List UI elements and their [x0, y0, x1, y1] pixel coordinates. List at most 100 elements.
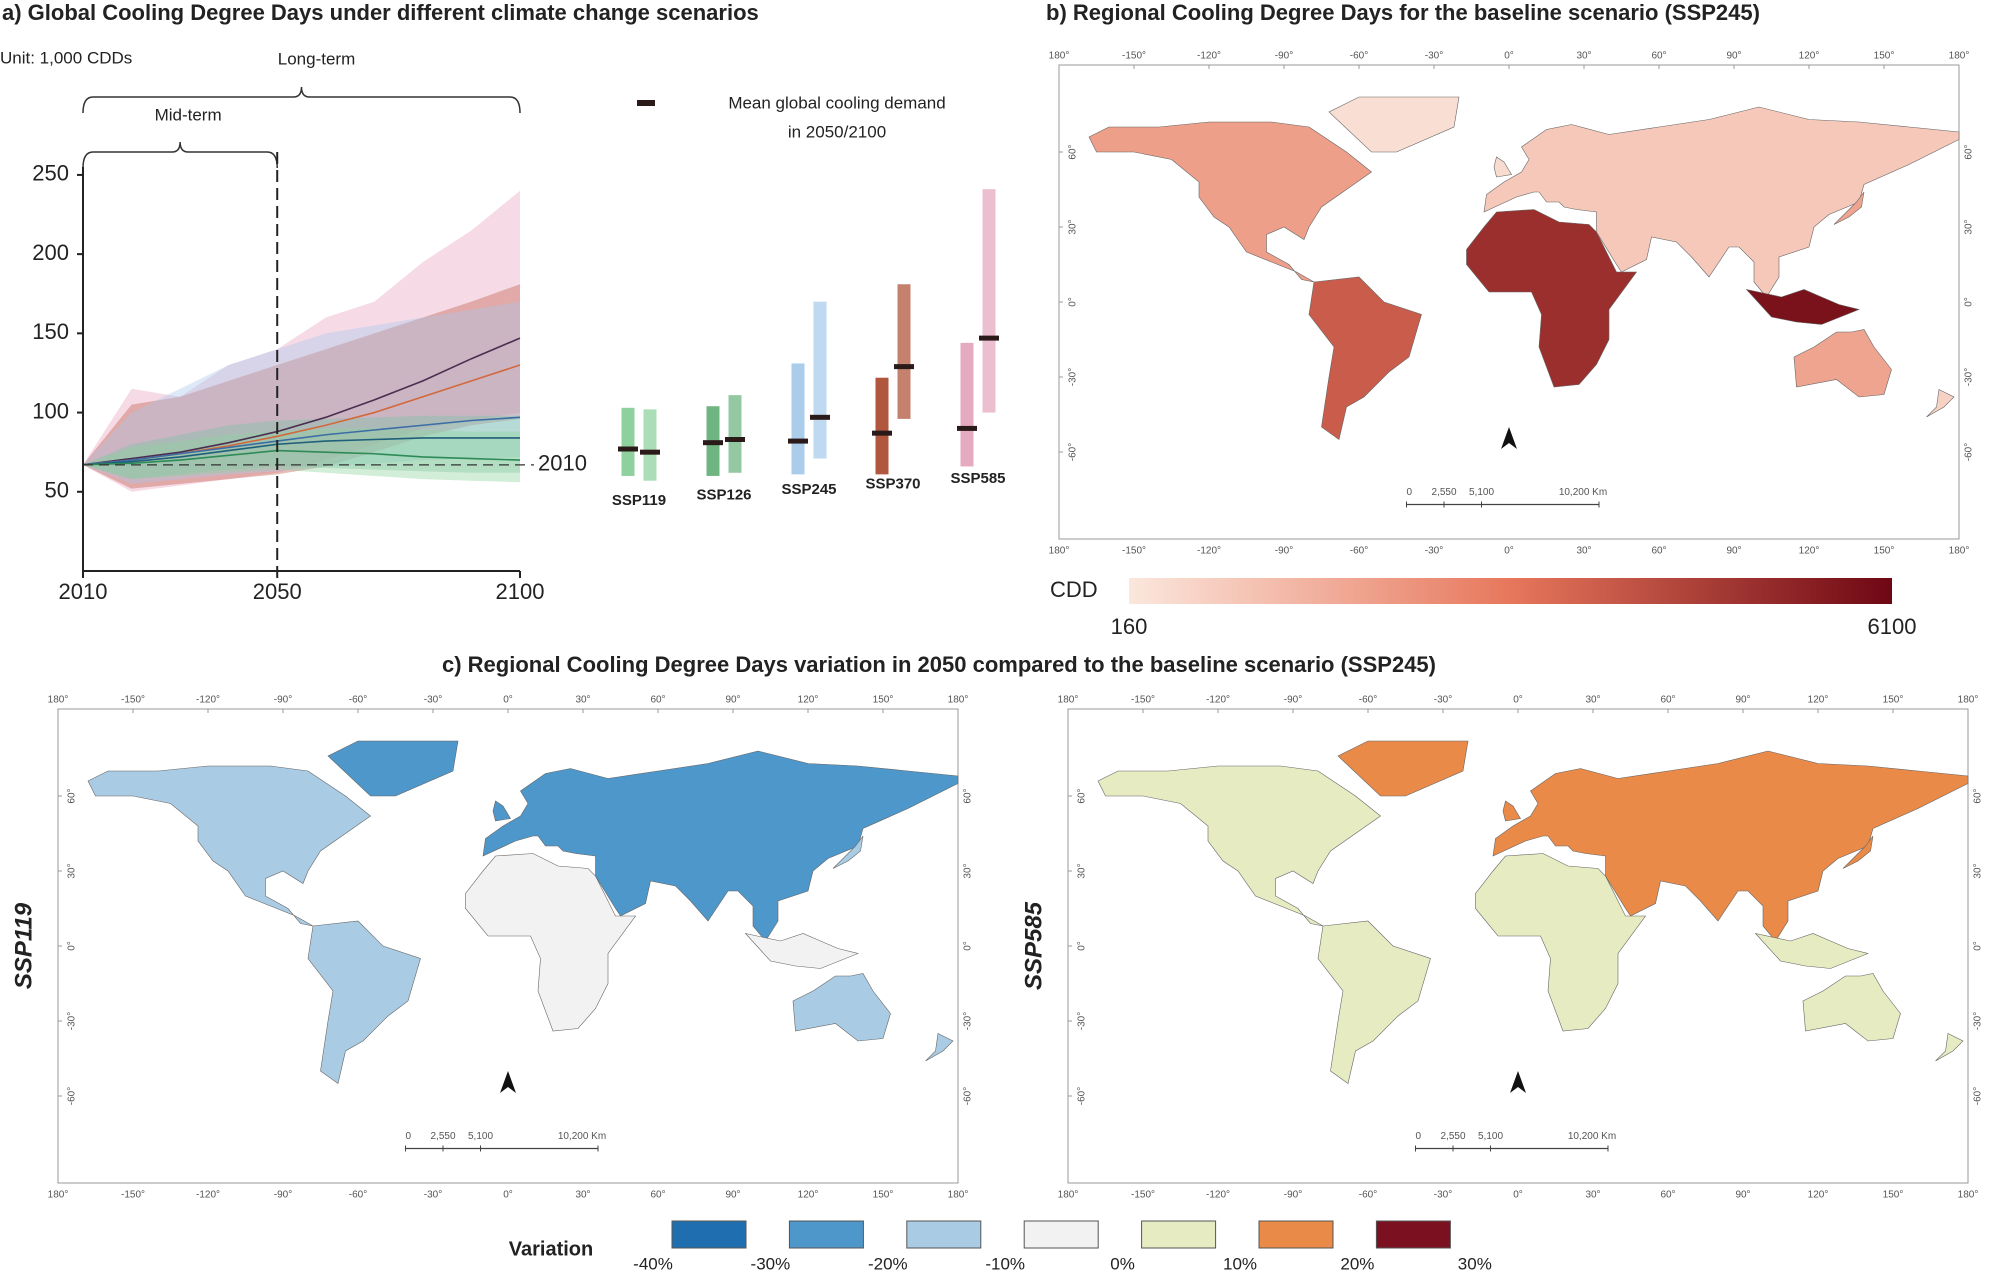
scale-label: 5,100	[1478, 1131, 1503, 1142]
lat-tick-label: 60°	[67, 788, 78, 803]
range-bar	[813, 301, 827, 459]
lon-tick-label: -30°	[1425, 546, 1443, 557]
x-tick-label: 2050	[253, 579, 302, 604]
lat-tick-label: -60°	[1068, 443, 1079, 461]
land	[327, 740, 459, 797]
lon-tick-label: -150°	[1131, 1190, 1155, 1201]
lat-tick-label: 0°	[1973, 941, 1984, 951]
legend-tick-label: -40%	[633, 1254, 673, 1273]
uncertainty-band	[83, 415, 520, 480]
lon-tick-label: -150°	[1122, 51, 1146, 62]
lat-tick-label: 0°	[1964, 297, 1975, 307]
lon-tick-label: 120°	[798, 1190, 819, 1201]
lon-tick-label: 0°	[503, 1190, 513, 1201]
map: 180° 180° -150° -150° -120° -120° -90° -90° -60°…	[1058, 695, 1984, 1201]
land	[1475, 853, 1647, 1032]
lat-tick-label: -30°	[1077, 1012, 1088, 1030]
lon-tick-label: 0°	[503, 695, 513, 706]
lon-tick-label: 30°	[1585, 1190, 1600, 1201]
lon-tick-label: 60°	[1651, 546, 1666, 557]
lon-tick-label: -120°	[1197, 546, 1221, 557]
lat-tick-label: -60°	[963, 1087, 974, 1105]
uncertainty-band	[83, 428, 520, 483]
colorbar-tick-label: 160	[1111, 614, 1148, 639]
mean-marker	[872, 430, 892, 436]
lon-tick-label: 180°	[1058, 695, 1079, 706]
land	[832, 835, 864, 869]
lat-tick-label: 30°	[67, 863, 78, 878]
lon-tick-label: -120°	[1206, 695, 1230, 706]
lon-tick-label: -90°	[1275, 546, 1293, 557]
mean-marker	[618, 446, 638, 452]
lon-tick-label: 120°	[1799, 51, 1820, 62]
mean-line	[82, 337, 521, 466]
mid-term-bracket	[82, 141, 278, 169]
lat-tick-label: -60°	[1077, 1087, 1088, 1105]
lon-tick-label: 30°	[1576, 51, 1591, 62]
land	[792, 973, 891, 1042]
mean-line	[82, 437, 520, 466]
lon-tick-label: 60°	[1651, 51, 1666, 62]
panel-c-title: c) Regional Cooling Degree Days variatio…	[442, 652, 1436, 677]
mean-marker	[894, 364, 914, 370]
scale-label: 5,100	[468, 1131, 493, 1142]
lon-tick-label: 90°	[1735, 1190, 1750, 1201]
lon-tick-label: 90°	[725, 1190, 740, 1201]
lon-tick-label: 180°	[48, 695, 69, 706]
lon-tick-label: 180°	[1049, 51, 1070, 62]
land	[744, 933, 859, 969]
mean-marker	[810, 414, 830, 420]
lon-tick-label: 180°	[1058, 1190, 1079, 1201]
legend-tick-label: -30%	[751, 1254, 791, 1273]
lon-tick-label: 30°	[575, 695, 590, 706]
lon-tick-label: -30°	[424, 1190, 442, 1201]
land	[1317, 920, 1431, 1085]
lon-tick-label: 150°	[1874, 546, 1895, 557]
reference-label: 2010	[538, 451, 587, 476]
legend-swatch	[1023, 1220, 1099, 1249]
lon-tick-label: 0°	[1513, 1190, 1523, 1201]
range-bar	[982, 189, 996, 413]
land	[1308, 276, 1422, 441]
lon-tick-label: -30°	[1425, 51, 1443, 62]
land	[1097, 765, 1382, 927]
scale-label: 2,550	[430, 1131, 455, 1142]
lat-tick-label: -30°	[963, 1012, 974, 1030]
lon-tick-label: 120°	[1799, 546, 1820, 557]
lon-tick-label: 120°	[798, 695, 819, 706]
lat-tick-label: 0°	[67, 941, 78, 951]
lat-tick-label: -60°	[1973, 1087, 1984, 1105]
lon-tick-label: 90°	[1735, 695, 1750, 706]
panel-b-title: b) Regional Cooling Degree Days for the …	[1046, 0, 1760, 25]
range-bar	[621, 407, 635, 476]
category-label: SSP119	[612, 492, 666, 509]
lat-tick-label: 60°	[1068, 144, 1079, 159]
range-bar	[728, 395, 742, 473]
lon-tick-label: 180°	[1949, 546, 1970, 557]
lat-tick-label: 0°	[963, 941, 974, 951]
lon-tick-label: 90°	[725, 695, 740, 706]
legend-tick-label: 0%	[1110, 1254, 1135, 1273]
land	[1502, 800, 1521, 822]
lon-tick-label: -120°	[1197, 51, 1221, 62]
mean-marker	[640, 449, 660, 455]
lon-tick-label: -60°	[1359, 695, 1377, 706]
lon-tick-label: 60°	[1660, 1190, 1675, 1201]
land	[1802, 973, 1901, 1042]
land	[1466, 209, 1638, 388]
land	[1754, 933, 1869, 969]
lon-tick-label: 30°	[1576, 546, 1591, 557]
mean-marker	[703, 440, 723, 446]
lon-tick-label: -60°	[1350, 546, 1368, 557]
land	[1483, 106, 1960, 298]
land	[925, 1033, 954, 1062]
land	[1088, 121, 1373, 283]
lat-tick-label: -30°	[1068, 368, 1079, 386]
lon-tick-label: -150°	[1131, 695, 1155, 706]
lat-tick-label: 30°	[1068, 219, 1079, 234]
legend-tick-label: -10%	[985, 1254, 1025, 1273]
range-bar	[960, 342, 974, 467]
scale-label: 0	[1407, 487, 1413, 498]
mean-marker	[725, 437, 745, 443]
